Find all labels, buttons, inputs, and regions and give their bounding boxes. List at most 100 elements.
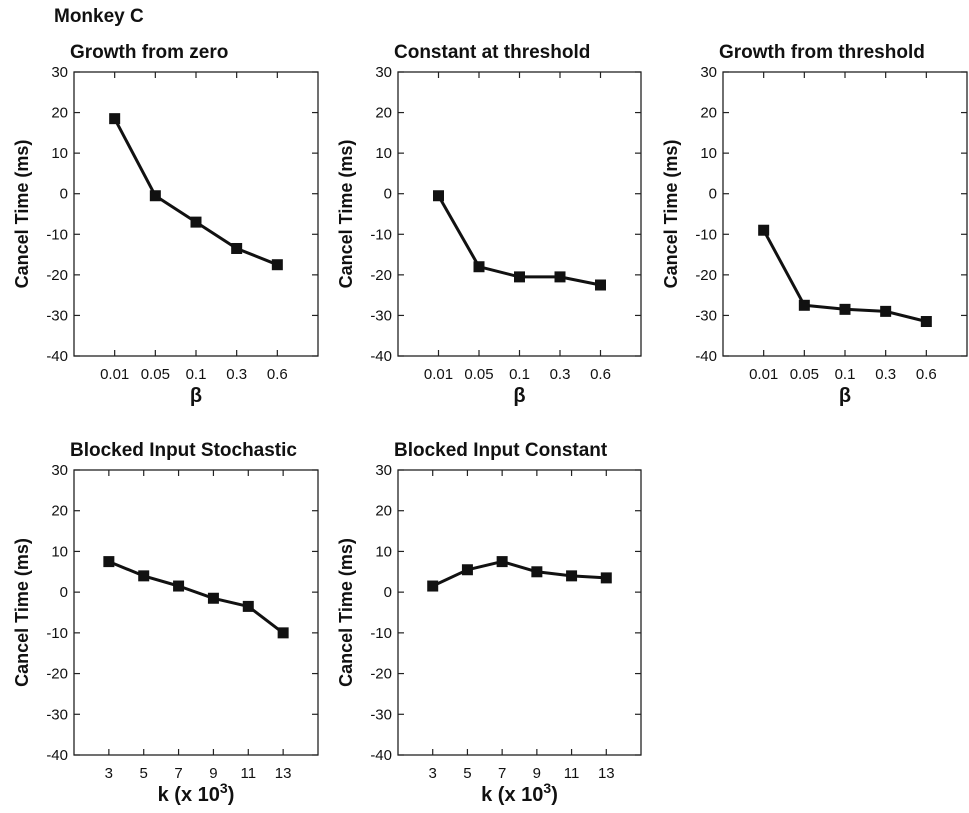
plot-frame: [73, 469, 319, 756]
y-tick-label: -20: [46, 267, 68, 284]
y-tick-label: -30: [695, 307, 717, 324]
data-point: [173, 580, 185, 592]
data-point: [149, 190, 161, 202]
y-tick-label: -30: [370, 307, 392, 324]
y-tick-label: 0: [60, 186, 68, 203]
data-point: [138, 570, 150, 582]
x-axis-label: β: [190, 385, 202, 407]
data-point: [473, 261, 485, 273]
chart-panel-3: 30 20 10 0 -10 -20 -30 -40 0.01 0.05 0.1 0.3 0.6 Grow…: [661, 42, 968, 407]
data-point: [880, 305, 892, 317]
data-point: [190, 216, 202, 228]
x-tick-label: 9: [533, 765, 541, 782]
y-tick-label: 30: [51, 462, 68, 479]
y-tick-label: 0: [709, 186, 717, 203]
y-tick-label: -30: [46, 307, 68, 324]
y-tick-label: -10: [46, 625, 68, 642]
y-tick-label: 30: [700, 64, 717, 81]
data-point: [798, 299, 810, 311]
data-point: [207, 592, 219, 604]
y-tick-label: -30: [46, 706, 68, 723]
data-point: [103, 556, 115, 568]
data-point: [271, 259, 283, 271]
x-tick-label: 7: [174, 765, 182, 782]
y-tick-label: -20: [370, 666, 392, 683]
x-axis-label: β: [839, 385, 851, 407]
y-tick-label: 10: [375, 145, 392, 162]
x-tick-label: 3: [429, 765, 437, 782]
chart-title: Growth from threshold: [719, 42, 925, 63]
x-tick-label: 0.1: [835, 366, 856, 383]
data-point: [554, 271, 566, 283]
x-tick-label: 11: [564, 765, 580, 782]
data-point: [433, 190, 444, 202]
chart-title: Constant at threshold: [394, 42, 590, 63]
x-tick-label: 5: [463, 765, 471, 782]
data-point: [461, 564, 473, 576]
data-point: [242, 600, 254, 612]
y-tick-label: -10: [46, 226, 68, 243]
y-tick-label: 10: [700, 145, 717, 162]
x-tick-label: 3: [105, 765, 113, 782]
y-tick-label: 20: [51, 503, 68, 520]
y-tick-label: -40: [370, 348, 392, 365]
data-point: [496, 556, 508, 568]
y-tick-label: 10: [51, 145, 68, 162]
x-tick-label: 0.05: [464, 366, 493, 383]
chart-panel-1: 30 20 10 0 -10 -20 -30 -40 0.01 0.05 0.1 0.3 0.6 Grow…: [12, 42, 319, 407]
x-tick-label: 0.01: [749, 366, 778, 383]
x-tick-label: 11: [240, 765, 256, 782]
x-tick-label: 0.1: [509, 366, 530, 383]
y-tick-label: 0: [384, 584, 392, 601]
data-point: [514, 271, 525, 283]
series-line: [108, 560, 285, 635]
figure-label: Monkey C: [54, 6, 144, 27]
y-tick-label: 30: [51, 64, 68, 81]
y-tick-label: 30: [375, 462, 392, 479]
y-tick-label: 20: [700, 105, 717, 122]
y-tick-label: 20: [375, 105, 392, 122]
y-tick-label: -20: [46, 666, 68, 683]
x-axis-label: k (x 103): [481, 780, 558, 806]
x-tick-label: 13: [275, 765, 292, 782]
y-axis-label: Cancel Time (ms): [336, 140, 356, 289]
series-line: [113, 118, 278, 267]
data-point: [595, 279, 606, 291]
chart-panel-2: 30 20 10 0 -10 -20 -30 -40 0.01 0.05 0.1 0.3 0.6 Cons…: [336, 42, 642, 407]
y-axis-label: Cancel Time (ms): [336, 538, 356, 687]
x-axis-label: k (x 103): [158, 780, 235, 806]
y-tick-label: -40: [46, 747, 68, 764]
x-axis-label: β: [513, 385, 525, 407]
y-tick-label: 20: [375, 503, 392, 520]
y-tick-label: 10: [375, 543, 392, 560]
y-tick-label: -20: [370, 267, 392, 284]
x-tick-label: 0.3: [550, 366, 571, 383]
x-tick-label: 0.3: [226, 366, 247, 383]
data-point: [427, 580, 439, 592]
y-axis-label: Cancel Time (ms): [12, 538, 32, 687]
y-tick-label: -10: [370, 226, 392, 243]
chart-panel-4: 30 20 10 0 -10 -20 -30 -40 3 5 7 9 11 13 Blocked Input…: [12, 440, 319, 806]
x-tick-label: 0.6: [267, 366, 288, 383]
y-tick-label: -40: [695, 348, 717, 365]
y-tick-label: 0: [384, 186, 392, 203]
x-tick-label: 9: [209, 765, 217, 782]
x-tick-label: 0.1: [186, 366, 207, 383]
x-tick-label: 0.6: [916, 366, 937, 383]
chart-title: Blocked Input Stochastic: [70, 440, 297, 461]
x-tick-label: 0.3: [875, 366, 896, 383]
y-tick-label: -30: [370, 706, 392, 723]
x-tick-label: 5: [140, 765, 148, 782]
chart-title: Blocked Input Constant: [394, 440, 608, 461]
x-tick-label: 0.05: [790, 366, 819, 383]
x-tick-label: 7: [498, 765, 506, 782]
data-point: [531, 566, 543, 578]
chart-title: Growth from zero: [70, 42, 228, 63]
y-tick-label: -40: [46, 348, 68, 365]
y-axis-label: Cancel Time (ms): [661, 140, 681, 289]
data-point: [839, 303, 851, 315]
x-tick-label: 0.01: [100, 366, 129, 383]
data-point: [109, 113, 121, 125]
chart-panel-5: 30 20 10 0 -10 -20 -30 -40 3 5 7 9 11 13 Blocked Input…: [336, 440, 642, 806]
